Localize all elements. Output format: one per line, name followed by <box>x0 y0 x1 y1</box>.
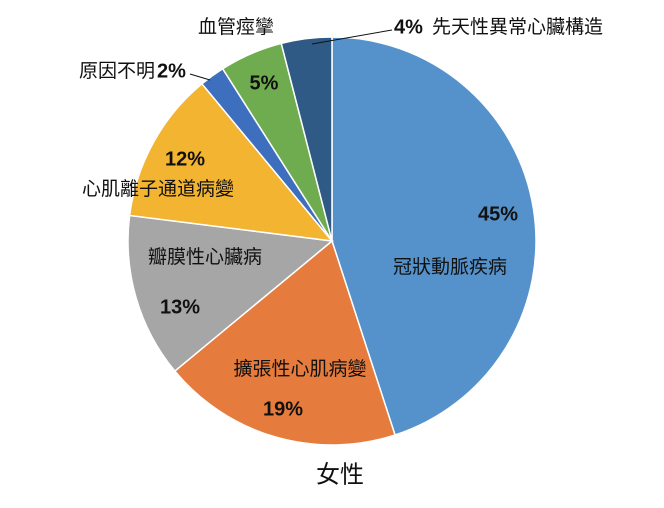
value-label: 45% <box>478 203 518 225</box>
leader-line <box>189 73 211 81</box>
leader-line <box>311 29 393 45</box>
slice-label: 先天性異常心臟構造 <box>432 16 603 38</box>
pie-slice <box>173 239 396 446</box>
value-label: 13% <box>160 296 200 318</box>
pie-slice <box>331 36 537 436</box>
value-label: 2% <box>157 60 186 82</box>
slice-label: 冠狀動脈疾病 <box>393 256 507 278</box>
pie-slice <box>127 214 334 373</box>
value-label: 5% <box>250 72 279 94</box>
slice-label: 血管痙攣 <box>198 16 274 38</box>
pie-slice <box>280 36 333 242</box>
slice-label: 瓣膜性心臟病 <box>148 246 262 268</box>
value-label: 19% <box>263 398 303 420</box>
slice-label: 原因不明 <box>79 60 155 82</box>
value-label: 12% <box>165 148 205 170</box>
chart-title: 女性 <box>316 461 364 489</box>
slice-label: 擴張性心肌病變 <box>233 358 366 380</box>
slices <box>127 36 537 446</box>
slice-label: 心肌離子通道病變 <box>82 178 234 200</box>
pie-slice <box>128 82 334 242</box>
value-label: 4% <box>394 16 423 38</box>
